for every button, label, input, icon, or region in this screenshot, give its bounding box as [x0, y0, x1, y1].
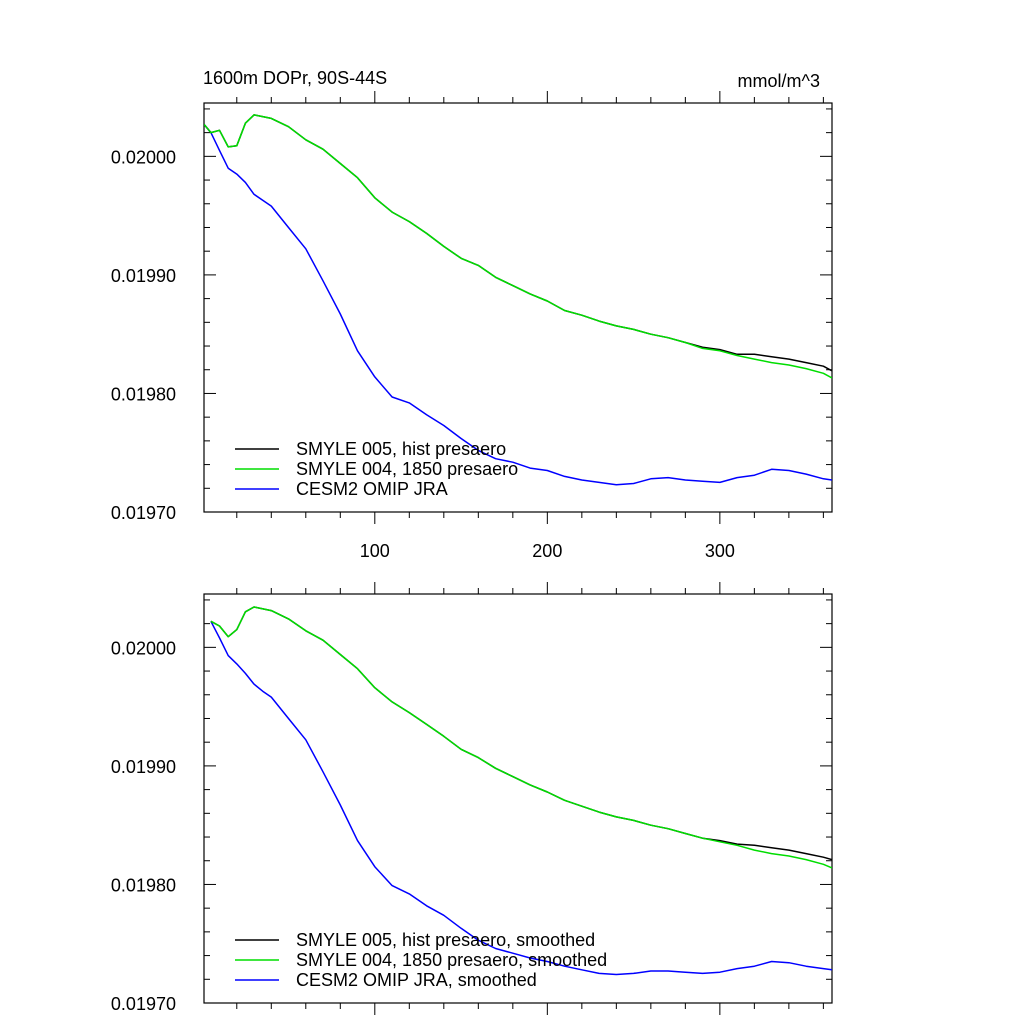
series-line-1: [204, 114, 832, 379]
legend-label: CESM2 OMIP JRA, smoothed: [296, 970, 537, 990]
series-line-1: [210, 606, 832, 869]
bottom-panel: 0.01970 0.01980 0.01990 0.02000 SMYLE 005, h…: [111, 582, 833, 1015]
x-tick-label: 100: [360, 541, 390, 561]
x-tick-label: 200: [532, 541, 562, 561]
units-label: mmol/m^3: [738, 71, 820, 91]
y-tick-label: 0.01990: [111, 266, 176, 286]
y-tick-label: 0.01990: [111, 757, 176, 777]
y-tick-label: 0.01980: [111, 875, 176, 895]
legend-label: CESM2 OMIP JRA: [296, 479, 448, 499]
chart-title: 1600m DOPr, 90S-44S: [203, 68, 387, 88]
series-line-2: [210, 620, 832, 976]
legend-label: SMYLE 004, 1850 presaero, smoothed: [296, 950, 607, 970]
series-line-0: [204, 114, 832, 372]
y-tick-label: 0.01980: [111, 384, 176, 404]
series-group: [210, 606, 832, 976]
legend-label: SMYLE 005, hist presaero, smoothed: [296, 930, 595, 950]
y-tick-label: 0.01970: [111, 994, 176, 1014]
plot-frame: [203, 593, 833, 1004]
legend-label: SMYLE 005, hist presaero: [296, 439, 506, 459]
series-line-2: [204, 123, 832, 486]
series-group: [204, 114, 832, 486]
series-line-0: [210, 606, 832, 861]
y-tick-label: 0.02000: [111, 638, 176, 658]
y-tick-label: 0.02000: [111, 147, 176, 167]
legend-label: SMYLE 004, 1850 presaero: [296, 459, 518, 479]
x-tick-label: 300: [705, 541, 735, 561]
top-panel: 0.01970 0.01980 0.01990 0.02000 100 200 300 SMY…: [111, 91, 833, 561]
plot-frame: [203, 102, 833, 513]
y-tick-label: 0.01970: [111, 503, 176, 523]
